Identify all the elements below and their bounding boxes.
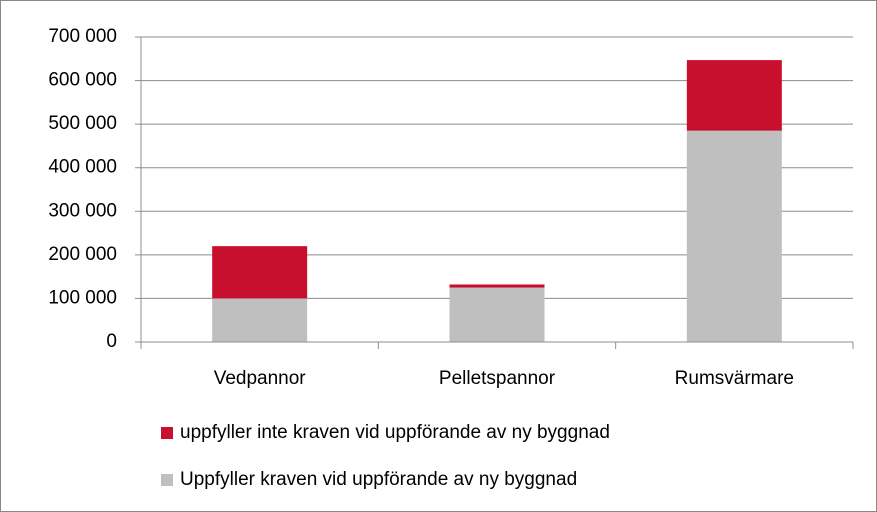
legend-swatch	[161, 427, 173, 439]
y-tick-label: 600 000	[48, 70, 117, 91]
y-tick-label: 300 000	[48, 200, 117, 221]
bar-segment	[212, 246, 308, 299]
y-tick-label: 500 000	[48, 113, 117, 134]
legend-label: Uppfyller kraven vid uppförande av ny by…	[180, 469, 577, 490]
bar-segment	[449, 284, 545, 288]
y-tick-label: 0	[106, 331, 117, 352]
y-tick-label: 700 000	[48, 26, 117, 47]
y-tick-label: 200 000	[48, 244, 117, 265]
bar-segment	[449, 287, 545, 342]
legend-label: uppfyller inte kraven vid uppförande av …	[180, 422, 610, 443]
y-tick-label: 100 000	[48, 287, 117, 308]
x-tick-label: Vedpannor	[214, 368, 307, 389]
x-tick-label: Pelletspannor	[439, 368, 556, 389]
y-tick-label: 400 000	[48, 157, 117, 178]
legend-swatch	[161, 474, 173, 486]
x-tick-label: Rumsvärmare	[675, 368, 794, 389]
bar-segment	[686, 60, 782, 131]
bar-segment	[686, 130, 782, 342]
bar-segment	[212, 298, 308, 342]
